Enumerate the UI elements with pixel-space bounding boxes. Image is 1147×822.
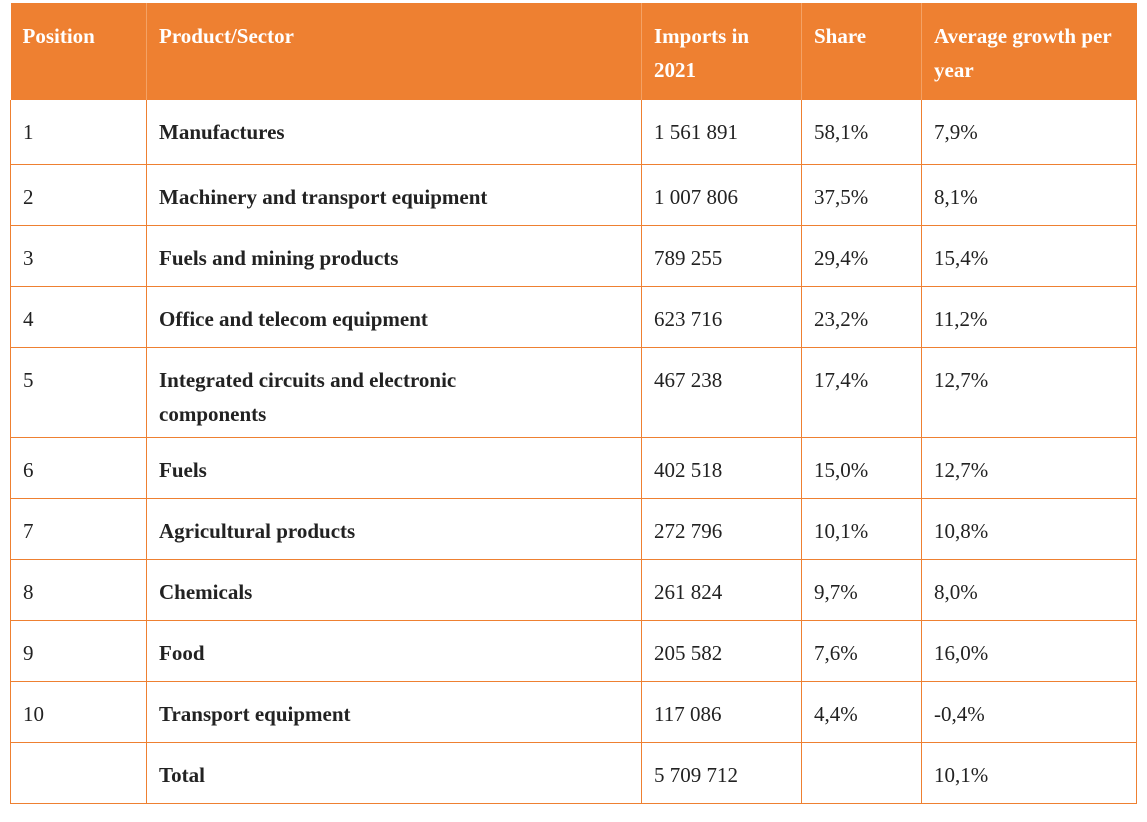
table-row: 9 Food 205 582 7,6% 16,0% <box>10 620 1137 682</box>
imports-cell: 1 007 806 <box>641 164 802 226</box>
header-imports-2021: Imports in 2021 <box>641 3 802 100</box>
imports-table: Position Product/Sector Imports in 2021 … <box>10 3 1137 804</box>
share-cell: 17,4% <box>801 347 922 438</box>
table-row: 7 Agricultural products 272 796 10,1% 10… <box>10 498 1137 560</box>
total-growth-cell: 10,1% <box>921 742 1137 804</box>
growth-cell: 8,1% <box>921 164 1137 226</box>
imports-cell: 205 582 <box>641 620 802 682</box>
total-position-cell <box>10 742 147 804</box>
header-average-growth: Average growth per year <box>921 3 1137 100</box>
imports-cell: 467 238 <box>641 347 802 438</box>
growth-cell: 8,0% <box>921 559 1137 621</box>
imports-cell: 117 086 <box>641 681 802 743</box>
growth-cell: -0,4% <box>921 681 1137 743</box>
imports-cell: 402 518 <box>641 437 802 499</box>
position-cell: 6 <box>10 437 147 499</box>
product-cell: Manufactures <box>146 100 642 165</box>
share-cell: 15,0% <box>801 437 922 499</box>
position-cell: 5 <box>10 347 147 438</box>
table-row: 4 Office and telecom equipment 623 716 2… <box>10 286 1137 348</box>
header-row: Position Product/Sector Imports in 2021 … <box>10 3 1137 100</box>
table-row: 2 Machinery and transport equipment 1 00… <box>10 164 1137 226</box>
imports-cell: 1 561 891 <box>641 100 802 165</box>
position-cell: 9 <box>10 620 147 682</box>
position-cell: 8 <box>10 559 147 621</box>
product-cell: Chemicals <box>146 559 642 621</box>
product-cell: Fuels <box>146 437 642 499</box>
total-label: Total <box>146 742 642 804</box>
share-cell: 29,4% <box>801 225 922 287</box>
position-cell: 10 <box>10 681 147 743</box>
table-row: 8 Chemicals 261 824 9,7% 8,0% <box>10 559 1137 621</box>
product-cell: Integrated circuits and electronic compo… <box>146 347 642 438</box>
table-row: 1 Manufactures 1 561 891 58,1% 7,9% <box>10 100 1137 165</box>
imports-cell: 261 824 <box>641 559 802 621</box>
share-cell: 10,1% <box>801 498 922 560</box>
share-cell: 7,6% <box>801 620 922 682</box>
table-row: 6 Fuels 402 518 15,0% 12,7% <box>10 437 1137 499</box>
position-cell: 7 <box>10 498 147 560</box>
growth-cell: 12,7% <box>921 437 1137 499</box>
product-cell: Fuels and mining products <box>146 225 642 287</box>
total-row: Total 5 709 712 10,1% <box>10 742 1137 804</box>
header-share: Share <box>801 3 922 100</box>
product-cell: Agricultural products <box>146 498 642 560</box>
product-cell: Machinery and transport equipment <box>146 164 642 226</box>
growth-cell: 15,4% <box>921 225 1137 287</box>
imports-cell: 272 796 <box>641 498 802 560</box>
table-row: 3 Fuels and mining products 789 255 29,4… <box>10 225 1137 287</box>
share-cell: 37,5% <box>801 164 922 226</box>
header-position: Position <box>22 24 95 48</box>
position-cell: 3 <box>10 225 147 287</box>
position-cell: 1 <box>10 100 147 165</box>
share-cell: 9,7% <box>801 559 922 621</box>
growth-cell: 16,0% <box>921 620 1137 682</box>
total-imports-cell: 5 709 712 <box>641 742 802 804</box>
share-cell: 23,2% <box>801 286 922 348</box>
imports-cell: 789 255 <box>641 225 802 287</box>
product-cell: Transport equipment <box>146 681 642 743</box>
position-cell: 2 <box>10 164 147 226</box>
share-cell: 4,4% <box>801 681 922 743</box>
growth-cell: 12,7% <box>921 347 1137 438</box>
growth-cell: 10,8% <box>921 498 1137 560</box>
position-cell: 4 <box>10 286 147 348</box>
table-row: 5 Integrated circuits and electronic com… <box>10 347 1137 438</box>
share-cell: 58,1% <box>801 100 922 165</box>
imports-cell: 623 716 <box>641 286 802 348</box>
product-cell: Food <box>146 620 642 682</box>
growth-cell: 11,2% <box>921 286 1137 348</box>
growth-cell: 7,9% <box>921 100 1137 165</box>
product-cell: Office and telecom equipment <box>146 286 642 348</box>
table-row: 10 Transport equipment 117 086 4,4% -0,4… <box>10 681 1137 743</box>
header-product-sector: Product/Sector <box>146 3 642 100</box>
total-share-cell <box>801 742 922 804</box>
